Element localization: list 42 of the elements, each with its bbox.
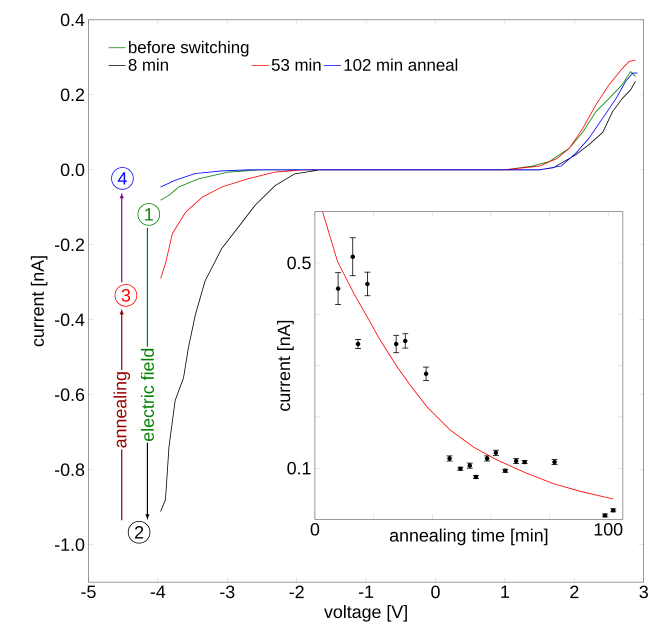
x-tick-label: -3 bbox=[220, 586, 234, 598]
y-tick-label: 0.0 bbox=[60, 164, 84, 176]
legend-label: before switching bbox=[129, 40, 248, 57]
x-tick-label: 0 bbox=[431, 586, 440, 598]
x-tick-label: 1 bbox=[501, 586, 509, 598]
annotation: annealing bbox=[113, 372, 130, 448]
x-tick-label: 3 bbox=[639, 586, 648, 598]
y-tick-label: -0.8 bbox=[55, 463, 84, 476]
annotation: 4 bbox=[118, 172, 127, 185]
point bbox=[424, 372, 428, 376]
y-axis-title: current [nA] bbox=[30, 256, 48, 346]
x-tick-label: 0 bbox=[310, 523, 320, 536]
annotation: 3 bbox=[122, 289, 130, 302]
x-axis-title: voltage [V] bbox=[324, 605, 407, 622]
line-series bbox=[322, 212, 614, 500]
legend-label: 8 min bbox=[128, 58, 168, 71]
y-tick-label: 0.2 bbox=[60, 88, 84, 102]
legend-label: 102 min anneal bbox=[344, 58, 458, 71]
point bbox=[350, 254, 355, 260]
y-tick-label: -1.0 bbox=[55, 538, 84, 552]
x-tick-label: -5 bbox=[81, 586, 96, 598]
y-axis-title: current [nA] bbox=[277, 320, 294, 411]
y-tick-label: -0.4 bbox=[55, 314, 84, 326]
annotation: electric field bbox=[140, 348, 154, 442]
y-tick-label: -0.2 bbox=[55, 238, 84, 252]
point bbox=[394, 342, 398, 346]
y-tick-label: 0.5 bbox=[287, 256, 311, 270]
x-tick-label: 100 bbox=[594, 523, 622, 536]
annotation: 1 bbox=[145, 208, 153, 221]
x-tick-label: -2 bbox=[290, 586, 304, 598]
point bbox=[356, 342, 360, 346]
y-tick-label: -0.6 bbox=[55, 388, 84, 402]
legend-label: 53 min bbox=[272, 58, 321, 71]
point bbox=[365, 282, 370, 286]
x-tick-label: -1 bbox=[358, 586, 374, 598]
point bbox=[336, 286, 340, 291]
x-axis-title: annealing time [min] bbox=[390, 528, 548, 546]
x-tick-label: 2 bbox=[570, 586, 578, 598]
y-tick-label: 0.1 bbox=[287, 462, 311, 475]
x-tick-label: -4 bbox=[150, 586, 166, 598]
y-tick-label: 0.4 bbox=[60, 14, 84, 26]
point bbox=[403, 338, 408, 344]
